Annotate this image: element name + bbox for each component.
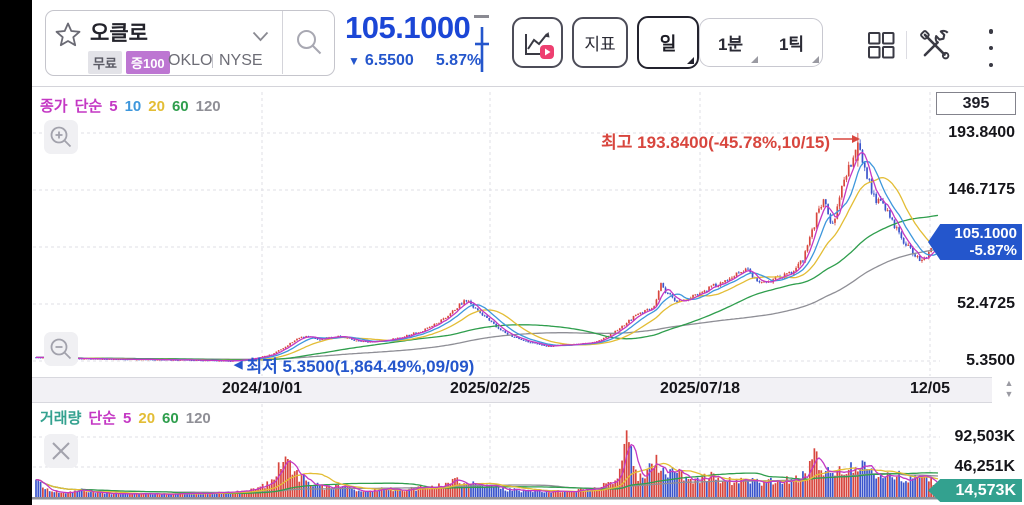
down-triangle-icon: ▼: [348, 54, 360, 68]
scroll-up-icon[interactable]: ▲: [1004, 378, 1014, 388]
corner-mark: [812, 56, 819, 63]
ma120-label: 120: [195, 98, 221, 115]
ma5-label: 5: [109, 98, 118, 115]
symbol-box-divider: [282, 11, 283, 74]
zoom-out-button[interactable]: [44, 332, 78, 366]
change-value: 6.5500: [364, 52, 414, 69]
indicator-button[interactable]: 지표: [572, 17, 628, 68]
corner-mark: [687, 57, 694, 64]
bar-count-box: 395: [936, 92, 1016, 115]
candle-cursor-icon: [474, 15, 489, 72]
timeframe-pill: 1분 1틱: [699, 18, 823, 67]
chart-style-button[interactable]: [512, 17, 563, 68]
volume-axis-label: 46,251K: [954, 458, 1016, 475]
x-axis-date: 2025/02/25: [449, 380, 531, 397]
1tick-label: 1틱: [778, 35, 805, 54]
favorite-star-icon[interactable]: [54, 21, 82, 49]
exchange-name: NYSE: [219, 52, 263, 69]
low-annotation-text: 최저 5.3500(1,864.49%,09/09): [246, 357, 475, 376]
price-axis-label: 5.3500: [966, 352, 1015, 369]
legend-type: 단순: [88, 410, 117, 427]
current-volume-badge: 14,573K: [928, 479, 1022, 502]
timeframe-1min-button[interactable]: 1분: [700, 19, 761, 66]
x-axis-date: 2025/07/18: [659, 380, 741, 397]
badge-percent: -5.87%: [969, 242, 1017, 259]
x-axis-band[interactable]: [32, 377, 992, 403]
axis-scroll-arrows[interactable]: ▲ ▼: [998, 378, 1020, 400]
chevron-down-icon[interactable]: [252, 31, 269, 42]
zoom-in-icon: [50, 126, 72, 148]
left-black-strip: [0, 0, 32, 505]
exchange-divider: [212, 54, 213, 68]
close-icon: [52, 442, 70, 460]
timeframe-1tick-button[interactable]: 1틱: [761, 19, 822, 66]
price-axis-label: 52.4725: [957, 295, 1015, 312]
ticker-symbol: OKLO: [168, 52, 213, 69]
layout-grid-icon[interactable]: [866, 30, 896, 60]
daily-label: 일: [659, 33, 677, 54]
vma60-label: 60: [162, 410, 179, 427]
vma5-label: 5: [123, 410, 132, 427]
1min-label: 1분: [717, 35, 744, 54]
timeframe-daily-button[interactable]: 일: [637, 16, 699, 69]
tools-settings-icon[interactable]: [918, 28, 952, 62]
current-price-badge: 105.1000 -5.87%: [928, 224, 1022, 260]
price-ma-legend: 종가 단순 5 10 20 60 120: [40, 95, 228, 116]
free-badge: 무료: [88, 51, 122, 74]
badge-price: 105.1000: [954, 225, 1017, 242]
search-icon[interactable]: [294, 27, 324, 57]
change-percent: 5.87%: [435, 52, 482, 69]
corner-mark: [751, 56, 758, 63]
current-price: 105.1000: [345, 10, 471, 45]
x-axis-date: 2024/10/01: [221, 380, 303, 397]
price-axis-label: 146.7175: [948, 181, 1015, 198]
high-annotation: 최고 193.8400(-45.78%,10/15): [601, 133, 830, 152]
toolbar-divider: [906, 31, 907, 59]
leverage-badge: 증100: [126, 51, 170, 74]
ma20-label: 20: [148, 98, 165, 115]
x-axis-date: 12/05: [909, 380, 951, 397]
vma20-label: 20: [138, 410, 156, 427]
left-arrow-icon: ◀: [234, 359, 243, 371]
more-menu-icon[interactable]: [984, 29, 998, 67]
volume-legend-title: 거래량: [40, 410, 82, 427]
zoom-in-button[interactable]: [44, 120, 78, 154]
ma10-label: 10: [124, 98, 142, 115]
vma120-label: 120: [185, 410, 211, 427]
zoom-out-icon: [50, 338, 72, 360]
price-axis-label: 193.8400: [948, 124, 1015, 141]
ma60-label: 60: [171, 98, 189, 115]
legend-type: 단순: [74, 98, 103, 115]
symbol-name: 오클로: [90, 22, 148, 45]
volume-axis-label: 92,503K: [954, 428, 1016, 445]
volume-ma-legend: 거래량 단순 5 20 60 120: [40, 407, 218, 428]
line-chart-icon: [524, 31, 554, 59]
legend-title: 종가: [40, 98, 68, 115]
close-volume-button[interactable]: [44, 434, 78, 468]
price-change-row: ▼ 6.5500 5.87%: [348, 52, 481, 70]
low-annotation: ◀ 최저 5.3500(1,864.49%,09/09): [234, 352, 474, 377]
scroll-down-icon[interactable]: ▼: [1004, 389, 1014, 399]
